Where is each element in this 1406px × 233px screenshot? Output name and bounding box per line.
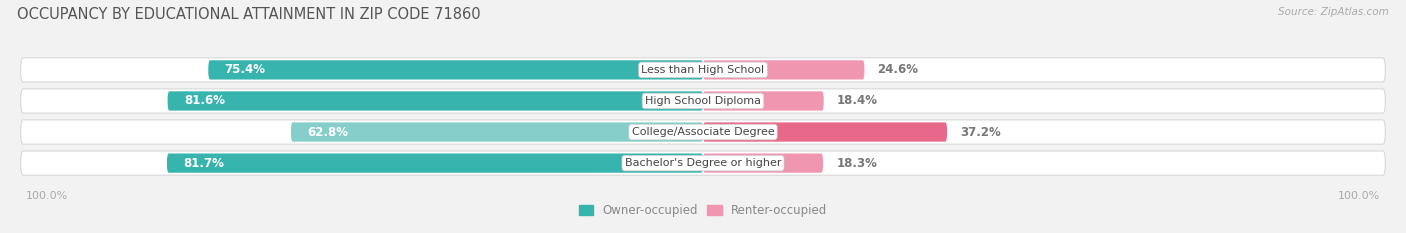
Text: 37.2%: 37.2%	[960, 126, 1001, 139]
Text: 81.6%: 81.6%	[184, 94, 225, 107]
Text: Less than High School: Less than High School	[641, 65, 765, 75]
FancyBboxPatch shape	[21, 58, 1385, 82]
FancyBboxPatch shape	[208, 60, 703, 79]
FancyBboxPatch shape	[703, 122, 948, 142]
Text: College/Associate Degree: College/Associate Degree	[631, 127, 775, 137]
Text: 18.4%: 18.4%	[837, 94, 877, 107]
FancyBboxPatch shape	[21, 89, 1385, 113]
FancyBboxPatch shape	[291, 122, 703, 142]
FancyBboxPatch shape	[703, 91, 824, 111]
Text: 75.4%: 75.4%	[225, 63, 266, 76]
Text: Source: ZipAtlas.com: Source: ZipAtlas.com	[1278, 7, 1389, 17]
FancyBboxPatch shape	[21, 151, 1385, 175]
Text: High School Diploma: High School Diploma	[645, 96, 761, 106]
Text: 81.7%: 81.7%	[183, 157, 224, 170]
FancyBboxPatch shape	[703, 154, 823, 173]
Text: 18.3%: 18.3%	[837, 157, 877, 170]
FancyBboxPatch shape	[167, 154, 703, 173]
Text: Bachelor's Degree or higher: Bachelor's Degree or higher	[624, 158, 782, 168]
Legend: Owner-occupied, Renter-occupied: Owner-occupied, Renter-occupied	[574, 199, 832, 222]
FancyBboxPatch shape	[21, 120, 1385, 144]
FancyBboxPatch shape	[167, 91, 703, 111]
FancyBboxPatch shape	[703, 60, 865, 79]
Text: 24.6%: 24.6%	[877, 63, 918, 76]
Text: 62.8%: 62.8%	[308, 126, 349, 139]
Text: OCCUPANCY BY EDUCATIONAL ATTAINMENT IN ZIP CODE 71860: OCCUPANCY BY EDUCATIONAL ATTAINMENT IN Z…	[17, 7, 481, 22]
